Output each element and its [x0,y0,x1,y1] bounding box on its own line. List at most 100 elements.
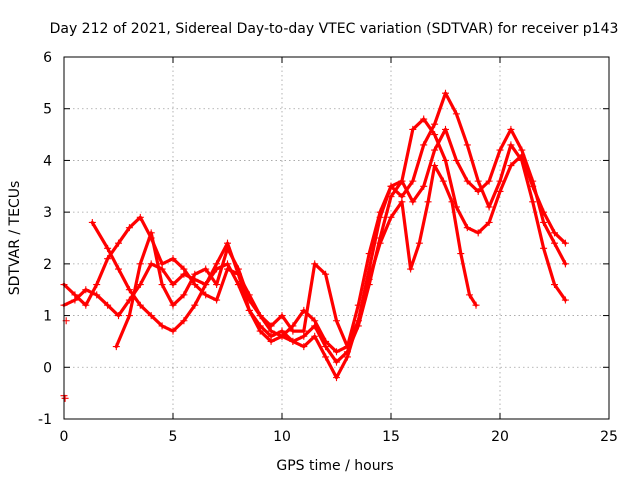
data-point-marker [376,208,384,216]
data-point-marker [420,115,428,123]
x-tick-label: 5 [169,429,178,445]
data-point-marker [354,301,362,309]
data-point-marker [465,291,473,299]
data-point-marker [267,322,275,330]
data-point-marker [256,327,264,335]
data-point-marker [213,281,221,289]
data-point-marker [496,146,504,154]
data-point-marker [300,343,308,351]
data-point-marker [409,177,417,185]
data-point-marker [289,322,297,330]
data-point-marker [104,244,112,252]
data-point-marker [104,301,112,309]
data-point-marker [202,265,210,273]
data-point-marker [256,312,264,320]
x-tick-label: 0 [60,429,69,445]
data-point-marker [452,110,460,118]
x-tick-label: 25 [600,429,618,445]
data-point-marker [191,301,199,309]
data-point-marker [158,322,166,330]
data-point-marker [561,239,569,247]
data-point-marker [115,265,122,273]
data-point-marker [409,125,417,133]
data-point-marker [442,156,449,164]
data-point-marker [191,270,199,278]
data-point-marker [343,343,351,351]
data-point-marker [278,312,286,320]
data-point-marker [191,281,199,289]
data-point-marker [474,229,482,237]
data-point-marker [507,162,515,170]
data-point-marker [278,332,286,340]
data-point-marker [415,239,423,247]
y-tick-label: 6 [43,50,52,66]
data-point-marker [474,187,482,195]
x-axis-label: GPS time / hours [276,458,393,474]
data-point-marker [322,270,330,278]
x-tick-label: 15 [382,429,400,445]
y-tick-label: 1 [43,309,52,325]
data-point-marker [496,187,504,195]
data-point-marker [147,312,155,320]
y-tick-label: 3 [43,205,52,221]
data-point-marker [245,306,253,314]
data-point-marker [300,306,308,314]
data-point-marker [158,281,166,289]
data-point-marker [463,224,471,232]
data-point-marker [540,208,548,216]
y-tick-label: 5 [43,102,52,118]
data-point-marker [112,343,120,351]
data-point-marker [518,151,526,159]
chart-title: Day 212 of 2021, Sidereal Day-to-day VTE… [50,21,619,37]
data-point-marker [420,182,428,190]
data-point-marker [213,296,221,304]
data-point-marker [234,270,242,278]
data-point-marker [485,218,493,226]
data-point-marker [463,177,471,185]
data-point-marker [365,250,373,258]
data-point-marker [387,182,395,190]
data-point-marker [158,260,166,268]
data-point-marker [115,239,122,247]
data-point-marker [169,255,177,263]
data-point-marker [125,312,133,320]
data-point-marker [333,374,340,382]
data-point-marker [224,239,231,247]
data-point-marker [442,89,449,97]
data-point-marker [213,260,221,268]
series-line [90,164,478,354]
data-point-marker [409,198,417,206]
data-point-marker [387,213,395,221]
data-point-marker [472,301,480,309]
data-point-marker [507,141,515,149]
data-point-marker [322,353,330,361]
data-point-marker [104,255,112,263]
data-point-marker [561,260,569,268]
data-point-marker [169,327,177,335]
data-point-marker [474,177,482,185]
y-tick-label: -1 [38,412,52,428]
tick-layer: 0 5 10 15 20 25 -1 0 1 2 3 4 5 6 [38,50,618,445]
data-point-marker [180,265,188,273]
data-point-marker [147,260,155,268]
data-point-marker [398,198,406,206]
x-tick-label: 10 [273,429,291,445]
y-tick-label: 0 [43,360,52,376]
data-point-marker [365,275,373,283]
data-point-marker [343,353,351,361]
data-point-marker [507,125,515,133]
data-point-marker [431,131,439,139]
data-point-marker [93,291,101,299]
data-point-marker [431,146,439,154]
data-point-marker [398,177,406,185]
data-point-marker [420,141,428,149]
data-point-marker [333,358,340,366]
data-point-marker [136,213,144,221]
data-point-marker [311,260,319,268]
data-point-marker [333,317,340,325]
data-point-marker [136,260,144,268]
data-point-marker [561,296,569,304]
data-point-marker [202,291,210,299]
data-point-marker [224,265,231,273]
